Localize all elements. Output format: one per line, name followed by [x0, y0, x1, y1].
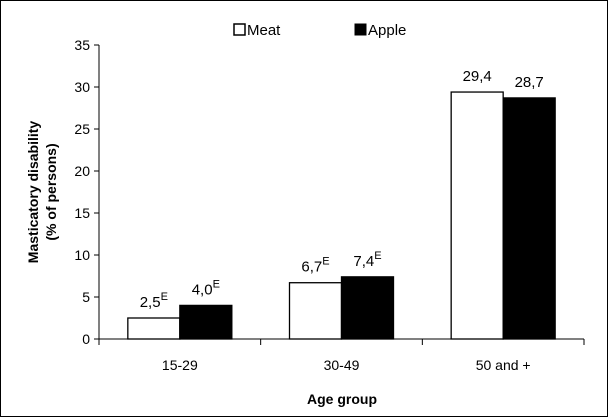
- y-axis-title-line2: (% of persons): [43, 143, 59, 240]
- data-label-meat-0: 2,5E: [140, 291, 168, 311]
- legend-swatch-apple: [354, 23, 367, 36]
- y-tick-label: 30: [74, 79, 90, 95]
- y-tick-label: 15: [74, 205, 90, 221]
- x-tick-label: 50 and +: [476, 357, 531, 373]
- bar-meat-0: [127, 317, 181, 340]
- data-label-apple-1: 7,4E: [353, 250, 381, 270]
- x-tick-label: 15-29: [162, 357, 198, 373]
- y-tick-label: 25: [74, 121, 90, 137]
- legend-label-apple: Apple: [368, 22, 406, 39]
- bar-meat-1: [288, 282, 343, 340]
- y-tick-label: 20: [74, 163, 90, 179]
- data-labels: 2,5E 6,7E 29,4 4,0E 7,4E 28,7: [140, 68, 544, 311]
- bar-apple-0: [179, 304, 233, 340]
- data-label-meat-1: 6,7E: [301, 256, 329, 276]
- data-label-apple-2: 28,7: [515, 74, 544, 91]
- y-tick-label: 0: [82, 331, 90, 347]
- x-axis-title: Age group: [307, 391, 377, 407]
- data-label-apple-0: 4,0E: [192, 278, 220, 298]
- legend-label-meat: Meat: [247, 22, 281, 39]
- bar-apple-1: [340, 276, 395, 340]
- bar-apple-2: [502, 97, 556, 340]
- x-tick-label: 30-49: [324, 357, 360, 373]
- y-tick-label: 10: [74, 247, 90, 263]
- y-axis-title-line1: Masticatory disability: [25, 121, 41, 264]
- bars: [127, 91, 556, 340]
- y-tick-label: 35: [74, 37, 90, 53]
- y-tick-label: 5: [82, 289, 90, 305]
- legend: Meat Apple: [233, 22, 406, 39]
- legend-swatch-meat: [233, 23, 246, 36]
- bar-meat-2: [450, 91, 504, 340]
- data-label-meat-2: 29,4: [463, 68, 492, 85]
